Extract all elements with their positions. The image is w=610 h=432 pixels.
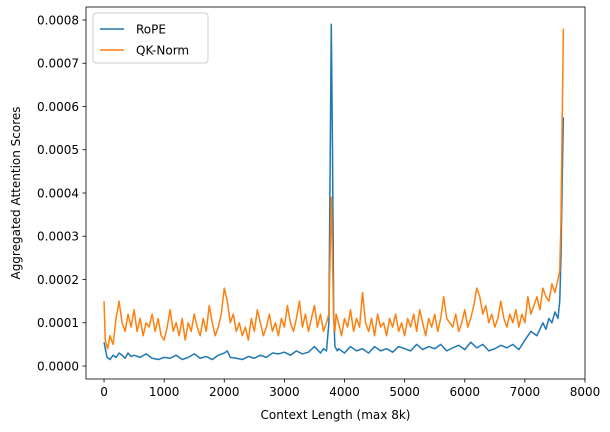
x-tick-label: 2000 [209,385,240,399]
x-tick-label: 4000 [329,385,360,399]
plot-area-frame [85,6,586,380]
y-axis-ticks: 0.0000 0.0001 0.0002 0.0003 0.0004 0.0005 0.00… [37,13,86,373]
y-tick-label: 0.0006 [37,100,79,114]
x-tick-label: 6000 [449,385,480,399]
x-axis-ticks: 0 1000 2000 3000 4000 5000 6000 7000 8000 [100,379,600,399]
y-tick-label: 0.0001 [37,316,79,330]
x-tick-label: 3000 [269,385,300,399]
legend: RoPE QK-Norm [92,12,209,64]
y-tick-label: 0.0007 [37,57,79,71]
legend-label-qk-norm: QK-Norm [136,44,189,58]
x-tick-label: 8000 [570,385,601,399]
y-tick-label: 0.0004 [37,186,79,200]
legend-label-rope: RoPE [136,23,166,37]
y-tick-label: 0.0003 [37,230,79,244]
y-tick-label: 0.0005 [37,143,79,157]
x-tick-label: 5000 [389,385,420,399]
series-line-qk-norm [103,28,565,350]
y-tick-label: 0.0002 [37,273,79,287]
x-tick-label: 7000 [510,385,541,399]
x-axis-label: Context Length (max 8k) [261,408,411,422]
y-tick-label: 0.0000 [37,359,79,373]
series-line-rope [103,23,565,361]
y-axis-label: Aggregated Attention Scores [9,106,23,279]
y-tick-label: 0.0008 [37,13,79,27]
x-tick-label: 0 [100,385,108,399]
plot-lines [103,23,565,361]
x-tick-label: 1000 [149,385,180,399]
